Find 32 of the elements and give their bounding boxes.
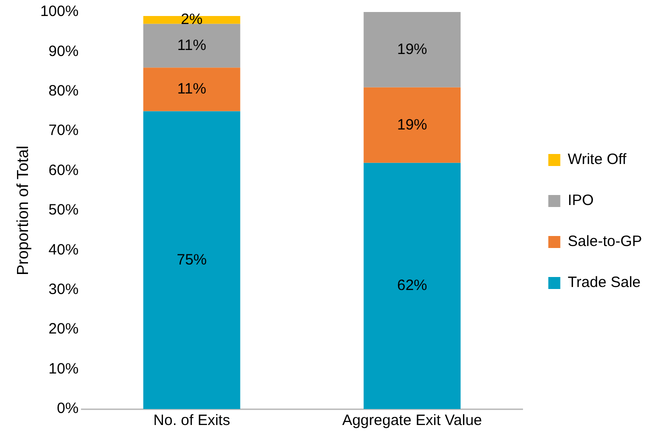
bar [364,162,461,409]
data-label: 11% [177,80,206,98]
y-tick-label: 0% [56,400,79,418]
data-label: 11% [177,36,206,54]
legend-label: Write Off [568,151,628,168]
y-tick-label: 60% [48,162,79,179]
y-tick-label: 50% [48,202,79,219]
bar [143,68,240,112]
legend-label: Trade Sale [568,274,641,292]
y-tick-label: 40% [48,241,79,258]
data-label: 19% [397,116,428,134]
y-tick-label: 10% [48,360,79,378]
bar [143,16,240,24]
y-axis-title: Proportion of Total [15,146,32,276]
y-tick-label: 100% [40,3,79,20]
x-tick-label: No. of Exits [153,412,230,430]
legend-label: Sale-to-GP [568,233,642,250]
bar [364,12,461,88]
data-label: 75% [176,251,207,268]
y-tick-label: 80% [48,82,79,100]
data-label: 19% [397,40,428,58]
y-tick-label: 20% [48,320,79,338]
y-tick-label: 70% [48,122,79,140]
bar [143,111,240,409]
data-label: 2% [180,11,203,28]
data-label: 62% [397,277,428,294]
y-tick-label: 30% [48,281,79,298]
bar [364,87,461,163]
bar [143,24,240,68]
y-tick-label: 90% [48,42,79,60]
x-tick-label: Aggregate Exit Value [342,412,482,430]
legend-label: IPO [568,192,594,210]
